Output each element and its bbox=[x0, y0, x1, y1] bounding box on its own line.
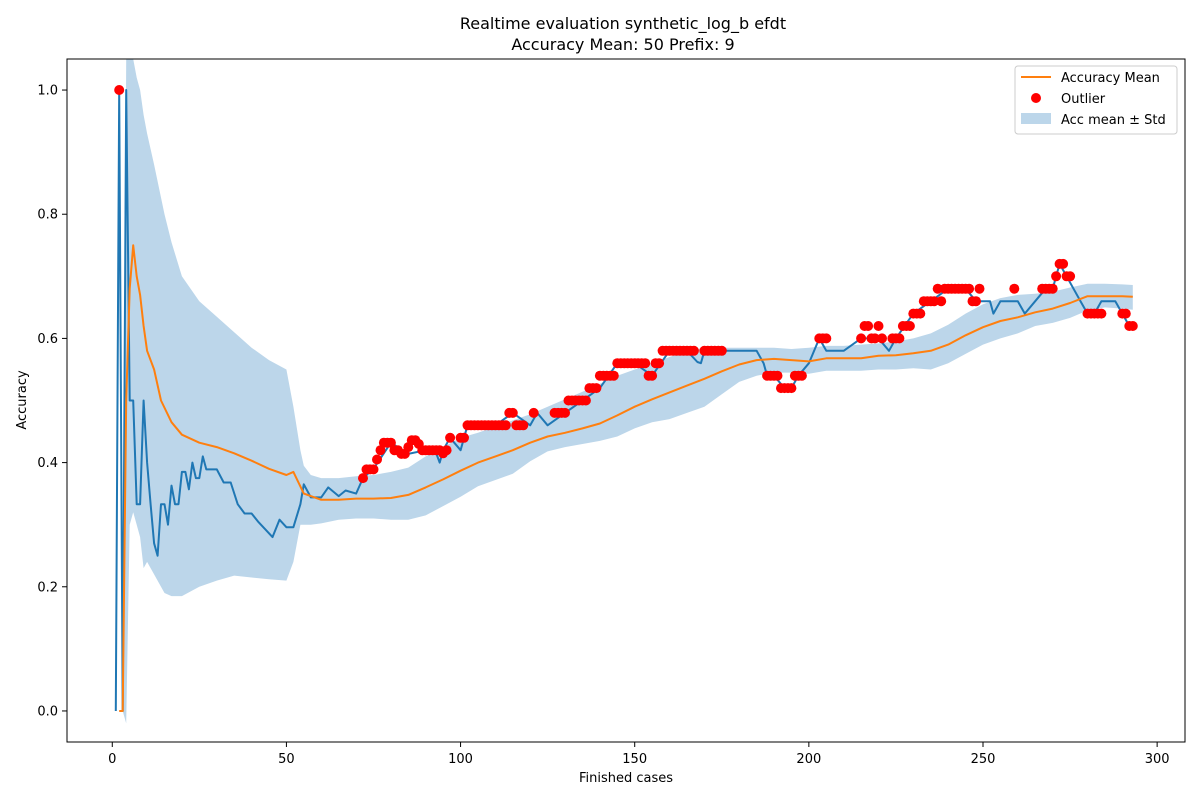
y-axis-title: Accuracy bbox=[15, 370, 30, 430]
outlier-point bbox=[580, 395, 591, 406]
outlier-point bbox=[1058, 258, 1069, 269]
x-axis-title: Finished cases bbox=[579, 771, 673, 786]
legend: Accuracy Mean Outlier Acc mean ± Std bbox=[1014, 65, 1178, 135]
outlier-point bbox=[528, 407, 539, 418]
outlier-point bbox=[964, 283, 975, 294]
outlier-point bbox=[877, 333, 887, 344]
plot-area bbox=[114, 59, 1138, 724]
chart-title: Realtime evaluation synthetic_log_b efdt bbox=[460, 14, 786, 34]
outlier-point bbox=[358, 473, 368, 484]
outlier-point bbox=[904, 321, 915, 331]
outlier-point bbox=[1047, 283, 1058, 294]
x-tick-label: 300 bbox=[1145, 752, 1170, 767]
legend-band-label: Acc mean ± Std bbox=[1061, 113, 1166, 128]
outlier-point bbox=[518, 420, 529, 431]
outlier-point bbox=[716, 345, 727, 356]
y-tick-label: 0.2 bbox=[37, 580, 58, 595]
y-tick-label: 0.4 bbox=[37, 456, 58, 471]
chart-subtitle: Accuracy Mean: 50 Prefix: 9 bbox=[511, 35, 734, 54]
outlier-point bbox=[114, 85, 125, 95]
outlier-point bbox=[863, 321, 874, 331]
outlier-point bbox=[915, 308, 926, 319]
legend-outlier-swatch bbox=[1031, 93, 1041, 103]
outlier-point bbox=[936, 296, 947, 307]
x-tick-label: 0 bbox=[108, 752, 116, 767]
outlier-point bbox=[385, 437, 396, 448]
outlier-point bbox=[1096, 308, 1107, 319]
std-band bbox=[119, 59, 1133, 724]
outlier-point bbox=[507, 407, 518, 418]
outlier-point bbox=[870, 333, 880, 344]
outlier-point bbox=[821, 333, 832, 344]
y-tick-label: 1.0 bbox=[37, 84, 58, 99]
plot-frame bbox=[66, 58, 1186, 743]
outlier-point bbox=[560, 407, 570, 418]
outlier-point bbox=[688, 345, 699, 356]
outlier-point bbox=[441, 445, 452, 456]
x-tick-label: 150 bbox=[622, 752, 647, 767]
outlier-point bbox=[445, 432, 456, 443]
outlier-point bbox=[929, 296, 940, 307]
outlier-point bbox=[591, 383, 602, 394]
outlier-point bbox=[974, 283, 985, 294]
outlier-point bbox=[459, 432, 469, 443]
outlier-point bbox=[772, 370, 783, 381]
outlier-point bbox=[856, 333, 867, 344]
x-tick-label: 50 bbox=[278, 752, 295, 767]
outlier-point bbox=[368, 464, 379, 475]
outlier-point bbox=[971, 296, 981, 307]
y-tick-label: 0.8 bbox=[37, 208, 58, 223]
legend-outlier-label: Outlier bbox=[1061, 92, 1106, 107]
x-tick-label: 100 bbox=[448, 752, 473, 767]
accuracy-mean-line bbox=[119, 244, 1133, 712]
outlier-point bbox=[796, 370, 807, 381]
outlier-point bbox=[1120, 308, 1131, 319]
outlier-point bbox=[1127, 321, 1138, 331]
y-tick-label: 0.6 bbox=[37, 332, 58, 347]
outlier-point bbox=[1065, 271, 1076, 282]
x-tick-label: 250 bbox=[971, 752, 996, 767]
x-axis: 0 50 100 150 200 250 300 bbox=[108, 742, 1170, 767]
outlier-point bbox=[647, 370, 658, 381]
y-axis: 0.0 0.2 0.4 0.6 0.8 1.0 bbox=[37, 84, 67, 719]
outlier-point bbox=[894, 333, 905, 344]
legend-box bbox=[1014, 65, 1178, 135]
outlier-point bbox=[873, 321, 884, 331]
outlier-point bbox=[500, 420, 511, 431]
legend-mean-label: Accuracy Mean bbox=[1061, 71, 1160, 86]
outlier-point bbox=[640, 358, 651, 369]
outlier-point bbox=[654, 358, 665, 369]
legend-band-swatch bbox=[1021, 113, 1051, 124]
outlier-point bbox=[372, 454, 382, 465]
x-tick-label: 200 bbox=[796, 752, 821, 767]
outlier-point bbox=[1051, 271, 1062, 282]
outlier-point bbox=[608, 370, 619, 381]
outlier-point bbox=[786, 383, 797, 394]
outlier-point bbox=[1009, 283, 1020, 294]
outlier-point bbox=[932, 283, 943, 294]
y-tick-label: 0.0 bbox=[37, 704, 58, 719]
outlier-point bbox=[375, 445, 386, 456]
